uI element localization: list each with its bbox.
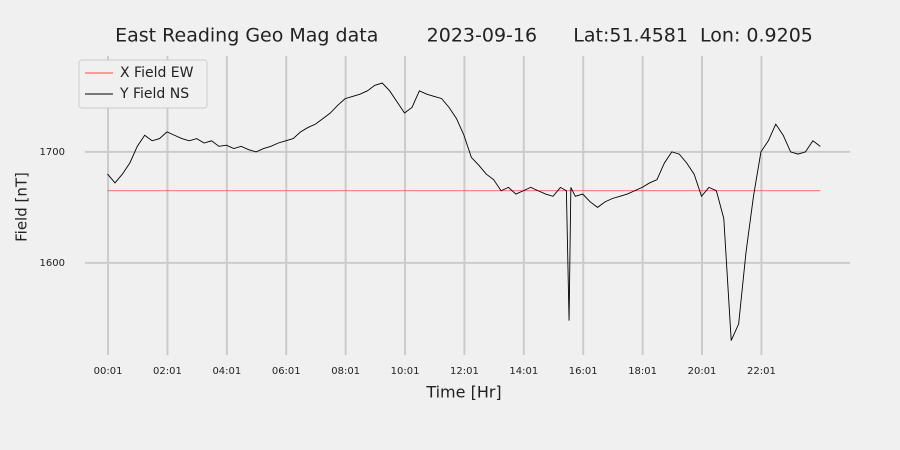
x-tick-label: 12:01	[450, 366, 479, 377]
legend: X Field EW Y Field NS	[78, 59, 208, 109]
x-tick-label: 00:01	[94, 366, 123, 377]
legend-label: Y Field NS	[119, 86, 189, 102]
x-axis-label: Time [Hr]	[425, 383, 501, 402]
x-tick-label: 16:01	[569, 366, 598, 377]
x-tick-label: 22:01	[747, 366, 776, 377]
x-tick-label: 06:01	[272, 366, 301, 377]
data-line	[107, 82, 821, 341]
legend-label: X Field EW	[120, 65, 194, 81]
y-tick-label: 1600	[40, 258, 65, 269]
legend-box	[78, 59, 208, 109]
y-axis-label: Field [nT]	[13, 172, 31, 242]
y-tick-label: 1700	[40, 147, 65, 158]
x-tick-label: 20:01	[688, 366, 717, 377]
x-tick-label: 18:01	[628, 366, 657, 377]
x-tick-label: 04:01	[212, 366, 241, 377]
x-tick-label: 02:01	[153, 366, 182, 377]
x-tick-label: 10:01	[391, 366, 420, 377]
x-tick-label: 14:01	[509, 366, 538, 377]
chart-title: East Reading Geo Mag data 2023-09-16 Lat…	[115, 25, 813, 47]
x-tick-label: 08:01	[331, 366, 360, 377]
